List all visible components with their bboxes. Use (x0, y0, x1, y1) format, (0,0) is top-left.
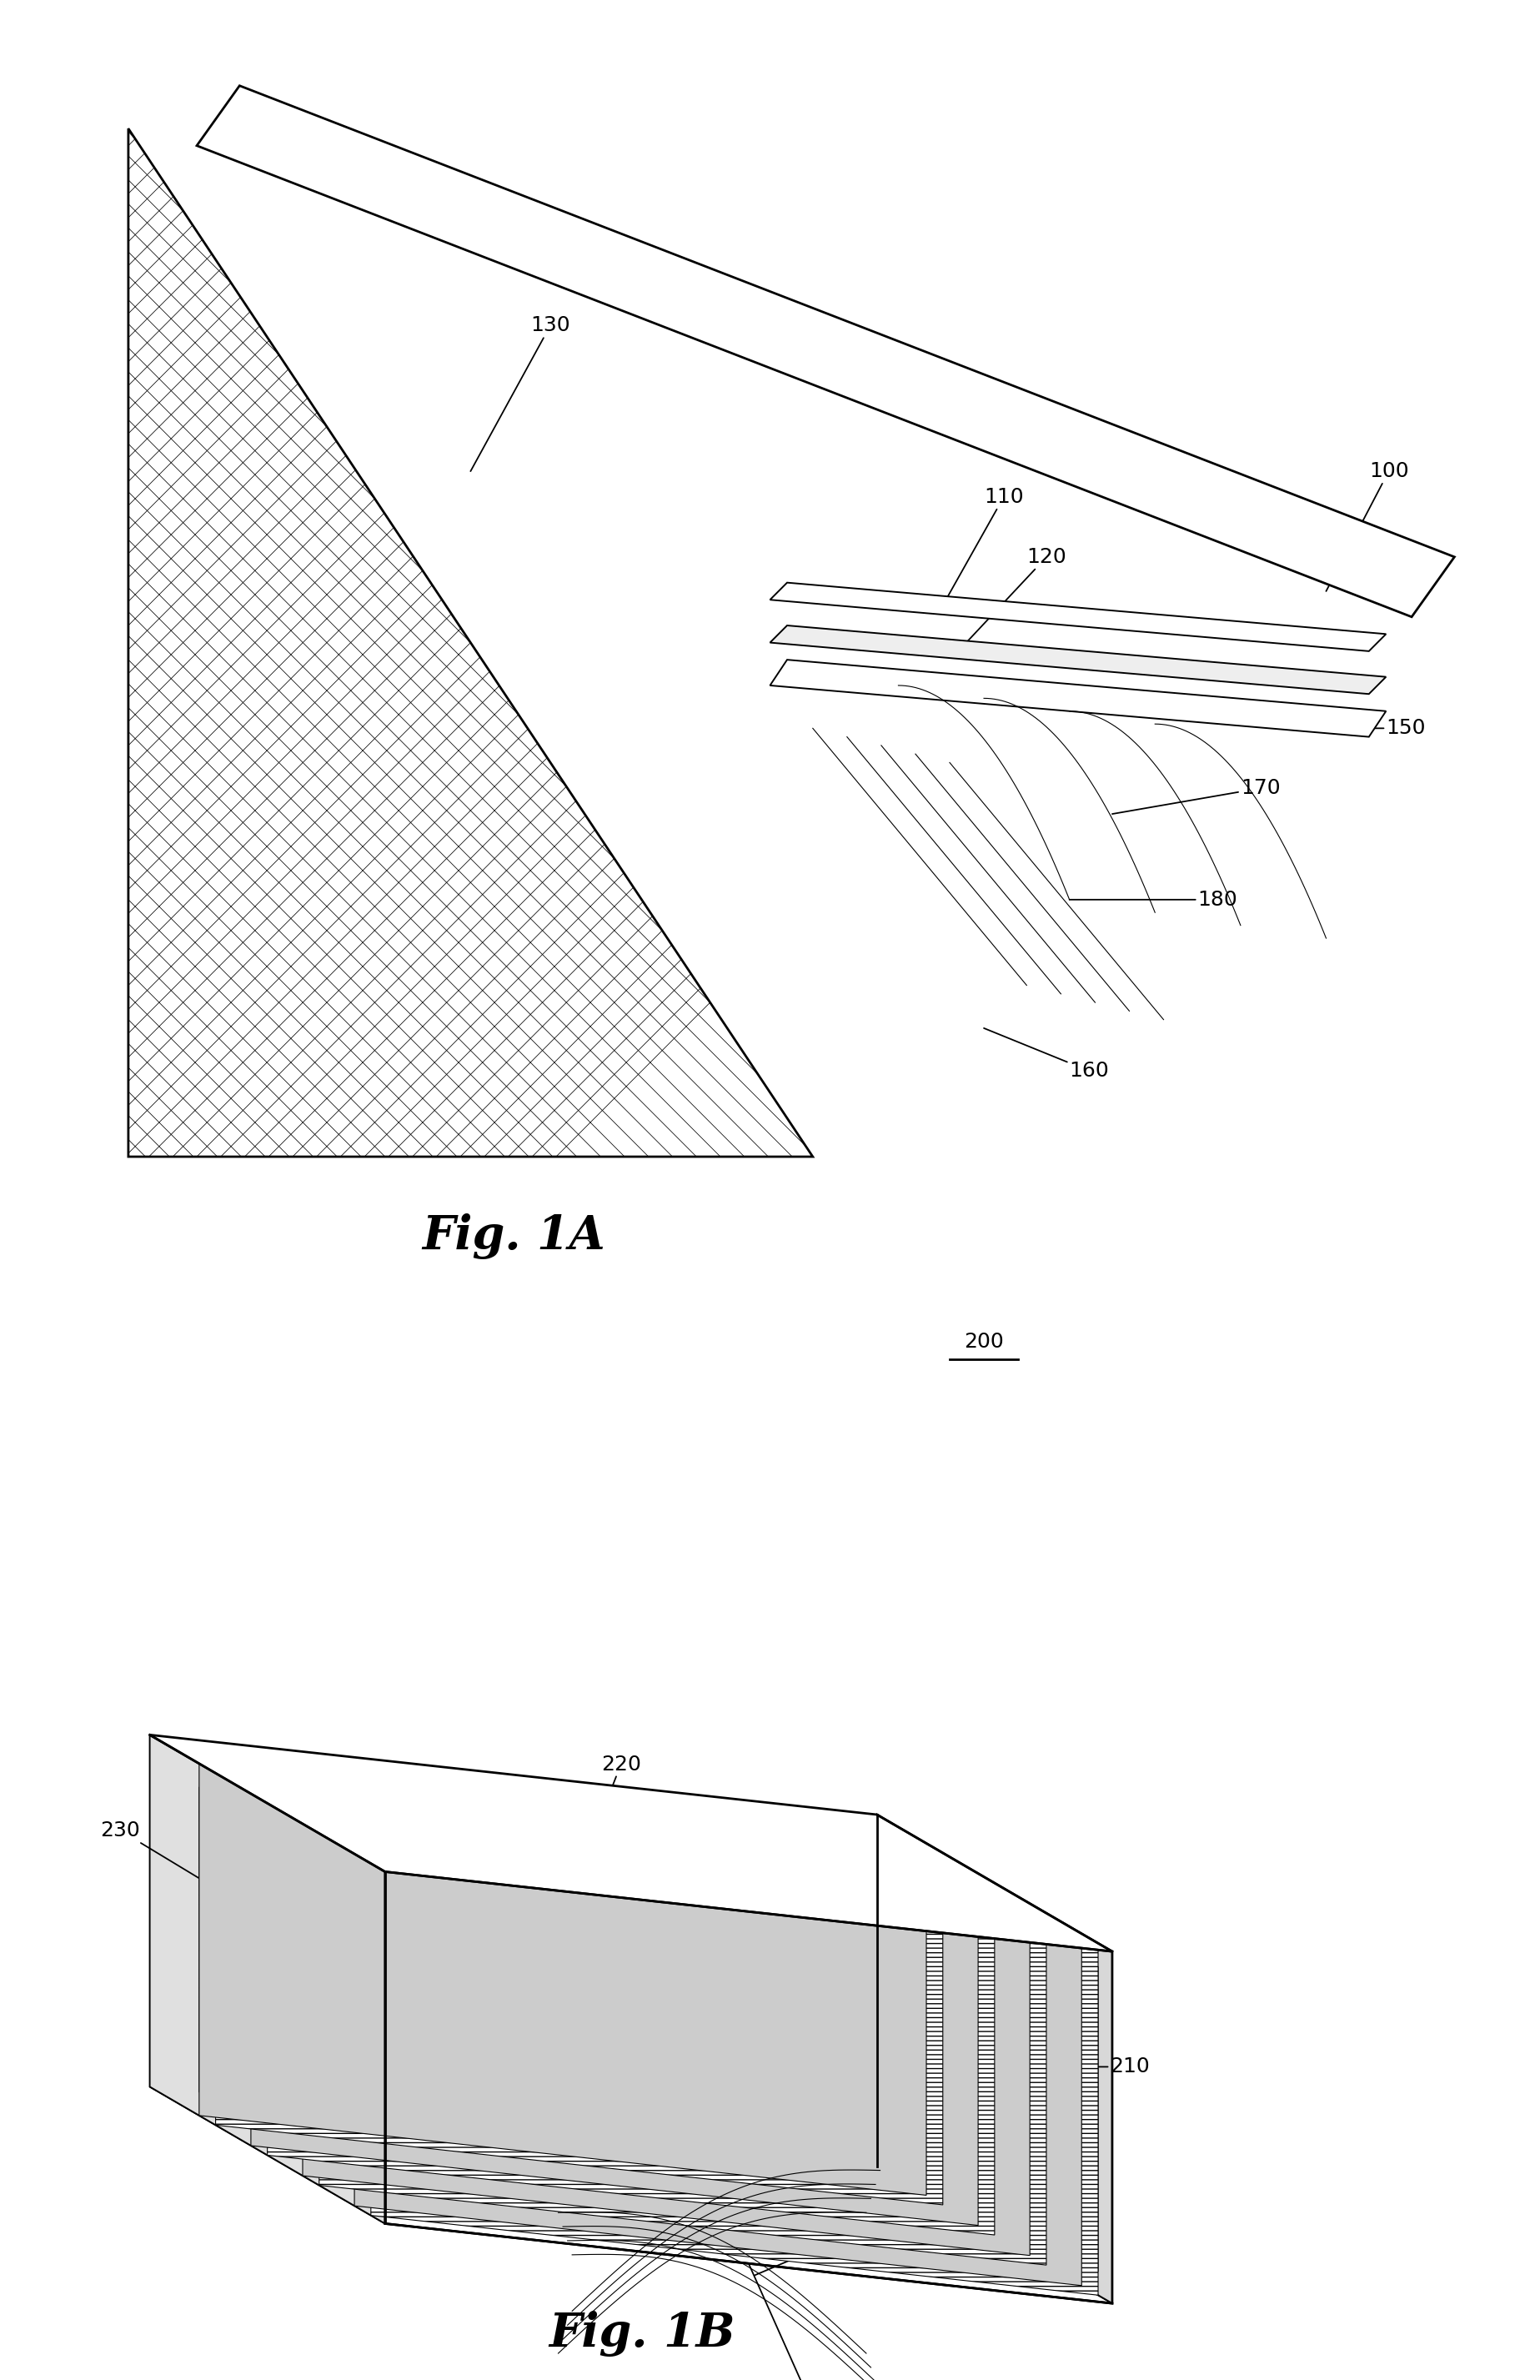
Text: Fig. 1A: Fig. 1A (422, 1214, 605, 1259)
Text: 110: 110 (941, 488, 1024, 609)
Text: 150: 150 (1326, 719, 1426, 738)
Text: 220: 220 (576, 1754, 641, 1883)
Text: 240: 240 (748, 2263, 832, 2380)
Text: 100: 100 (1326, 462, 1409, 590)
Polygon shape (199, 1764, 927, 2194)
Polygon shape (199, 1764, 942, 1854)
Text: 200: 200 (964, 1333, 1004, 1352)
Polygon shape (149, 1735, 385, 2223)
Polygon shape (978, 1897, 995, 2211)
Text: 250: 250 (755, 2194, 941, 2275)
Polygon shape (149, 2087, 1112, 2304)
Polygon shape (354, 1854, 1081, 2285)
Polygon shape (1030, 1928, 1046, 2242)
Text: 130: 130 (471, 317, 570, 471)
Polygon shape (354, 1878, 371, 2192)
Polygon shape (927, 1866, 942, 2182)
Polygon shape (199, 1787, 216, 2102)
Polygon shape (197, 86, 1454, 616)
Polygon shape (268, 1804, 995, 2235)
Polygon shape (371, 1864, 1098, 2294)
Text: 160: 160 (984, 1028, 1109, 1081)
Polygon shape (216, 1773, 942, 2204)
Polygon shape (303, 1823, 1030, 2256)
Text: 180: 180 (1069, 890, 1238, 909)
Polygon shape (770, 583, 1386, 652)
Polygon shape (354, 1854, 1098, 1942)
Polygon shape (1081, 1956, 1098, 2271)
Polygon shape (149, 1735, 1112, 1952)
Polygon shape (319, 1833, 1046, 2266)
Text: 170: 170 (1112, 778, 1280, 814)
Polygon shape (251, 1818, 268, 2132)
Polygon shape (770, 626, 1386, 695)
Polygon shape (303, 1847, 319, 2161)
Polygon shape (770, 659, 1386, 738)
Polygon shape (303, 1823, 1046, 1914)
Text: 120: 120 (958, 547, 1067, 652)
Text: 210: 210 (1041, 2056, 1150, 2078)
Text: Fig. 1B: Fig. 1B (548, 2311, 735, 2356)
Polygon shape (251, 1795, 995, 1883)
Polygon shape (128, 129, 813, 1157)
Polygon shape (876, 1814, 1112, 2304)
Text: 230: 230 (100, 1821, 314, 1947)
Text: 260: 260 (755, 2132, 941, 2237)
Polygon shape (251, 1795, 978, 2225)
